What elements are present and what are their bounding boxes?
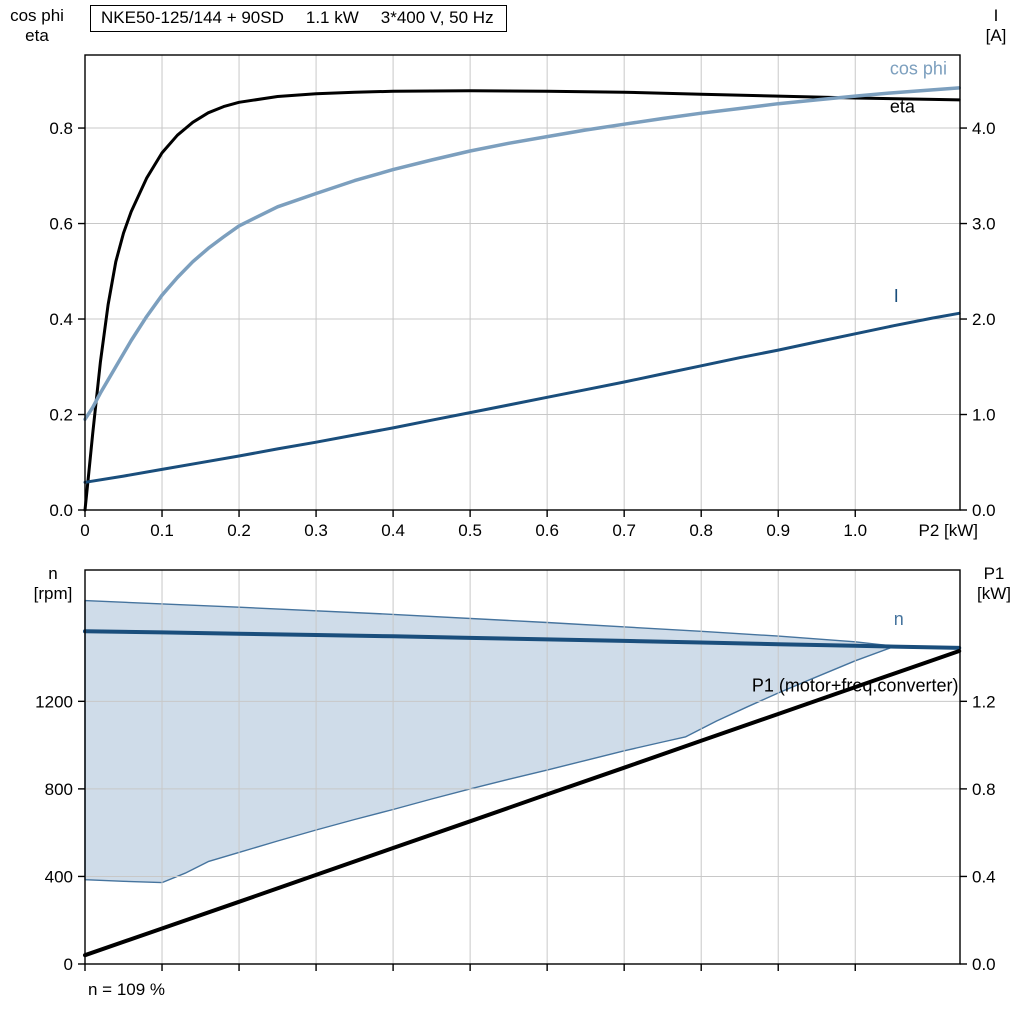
right-axis-tick-label: 4.0	[972, 119, 996, 138]
plot-frame	[84, 569, 961, 965]
curve-label-current-I: I	[894, 286, 899, 306]
x-axis-tick-label: 0.1	[150, 521, 174, 540]
x-axis-tick-label: 0.5	[458, 521, 482, 540]
right-axis-tick-label: 0.0	[972, 955, 996, 974]
speed-percentage-note: n = 109 %	[88, 980, 166, 999]
left-axis-tick-label: 400	[45, 867, 73, 886]
left-axis-tick-label: 0.8	[49, 119, 73, 138]
x-axis-tick-label: 0.8	[689, 521, 713, 540]
axis-label-current: I	[993, 6, 999, 25]
left-axis-tick-label: 1200	[35, 692, 73, 711]
curve-speed-n	[83, 629, 962, 650]
upper-left-axis-label: cos phi eta	[5, 6, 69, 46]
axis-label-speed-unit: [rpm]	[33, 584, 73, 603]
curve-p1-input-power	[83, 649, 962, 958]
axis-label-cos-phi: cos phi	[10, 6, 64, 25]
left-axis-tick-label: 0.4	[49, 310, 73, 329]
left-axis-tick-label: 0.2	[49, 406, 73, 425]
x-axis-tick-label: 0.4	[381, 521, 405, 540]
right-axis-tick-label: 0.8	[972, 780, 996, 799]
x-axis-tick-label: 0.2	[227, 521, 251, 540]
plot-frame	[84, 54, 961, 511]
pump-model: NKE50-125/144 + 90SD	[101, 8, 284, 27]
left-axis-tick-label: 0	[64, 955, 73, 974]
left-axis-tick-label: 0.6	[49, 215, 73, 234]
left-axis-tick-label: 800	[45, 780, 73, 799]
supply-voltage: 3*400 V, 50 Hz	[380, 8, 494, 27]
right-axis-tick-label: 0.0	[972, 501, 996, 520]
x-axis-tick-label: 0.9	[766, 521, 790, 540]
axis-label-speed: n	[48, 564, 58, 583]
axis-label-current-unit: [A]	[985, 26, 1007, 45]
x-axis-tick-label: 0.3	[304, 521, 328, 540]
right-axis-tick-label: 0.4	[972, 867, 996, 886]
x-axis-title: P2 [kW]	[918, 521, 978, 540]
axis-label-p1: P1	[983, 564, 1005, 583]
curve-current-I	[83, 311, 961, 484]
right-axis-tick-label: 1.0	[972, 406, 996, 425]
curve-label-speed-n: n	[894, 609, 904, 629]
right-axis-tick-label: 1.2	[972, 692, 996, 711]
x-axis-tick-label: 1.0	[843, 521, 867, 540]
axis-label-eta: eta	[25, 26, 49, 45]
curve-eta	[83, 89, 961, 512]
x-axis-tick-label: 0.7	[612, 521, 636, 540]
chart-title-box: NKE50-125/144 + 90SD 1.1 kW 3*400 V, 50 Hz	[90, 5, 507, 32]
axis-label-p1-unit: [kW]	[977, 584, 1011, 603]
left-axis-tick-label: 0.0	[49, 501, 73, 520]
curve-label-p1-input-power: P1 (motor+freq.converter)	[752, 675, 959, 695]
curve-label-cos-phi: cos phi	[890, 59, 947, 79]
x-axis-tick-label: 0	[80, 521, 89, 540]
upper-right-axis-label: I [A]	[972, 6, 1020, 46]
power-rating: 1.1 kW	[305, 8, 359, 27]
right-axis-tick-label: 3.0	[972, 215, 996, 234]
curve-cos-phi	[83, 86, 961, 422]
x-axis-tick-label: 0.6	[535, 521, 559, 540]
curve-label-eta: eta	[890, 96, 916, 116]
right-axis-tick-label: 2.0	[972, 310, 996, 329]
lower-right-axis-label: P1 [kW]	[968, 564, 1020, 604]
lower-left-axis-label: n [rpm]	[24, 564, 82, 604]
